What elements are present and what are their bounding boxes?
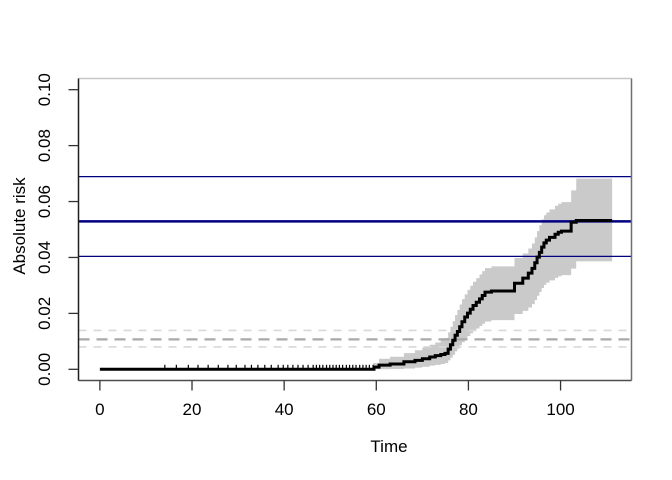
censoring-marks-layer	[164, 364, 374, 371]
y-tick-label: 0.08	[35, 129, 54, 162]
x-tick-label: 0	[95, 400, 104, 419]
y-tick-label: 0.10	[35, 73, 54, 106]
y-tick-label: 0.02	[35, 297, 54, 330]
axes-layer: 0 20 40 60 80 100 0.00 0.02 0.04 0.06 0.08 0.10	[35, 73, 575, 419]
plot-box-layer	[77, 77, 633, 382]
y-tick-label: 0.00	[35, 353, 54, 386]
x-axis-title: Time	[370, 437, 407, 456]
x-tick-label: 100	[546, 400, 574, 419]
x-tick-label: 80	[459, 400, 478, 419]
confidence-band-layer	[373, 178, 613, 370]
x-tick-label: 60	[367, 400, 386, 419]
x-tick-label: 20	[183, 400, 202, 419]
risk-curve	[99, 219, 613, 371]
x-tick-label: 40	[275, 400, 294, 419]
dashed-reference-lines-layer	[78, 329, 632, 348]
y-tick-label: 0.06	[35, 185, 54, 218]
y-axis-title: Absolute risk	[10, 177, 29, 275]
confidence-band	[373, 178, 613, 370]
risk-curve-layer	[99, 219, 613, 371]
y-tick-label: 0.04	[35, 241, 54, 274]
